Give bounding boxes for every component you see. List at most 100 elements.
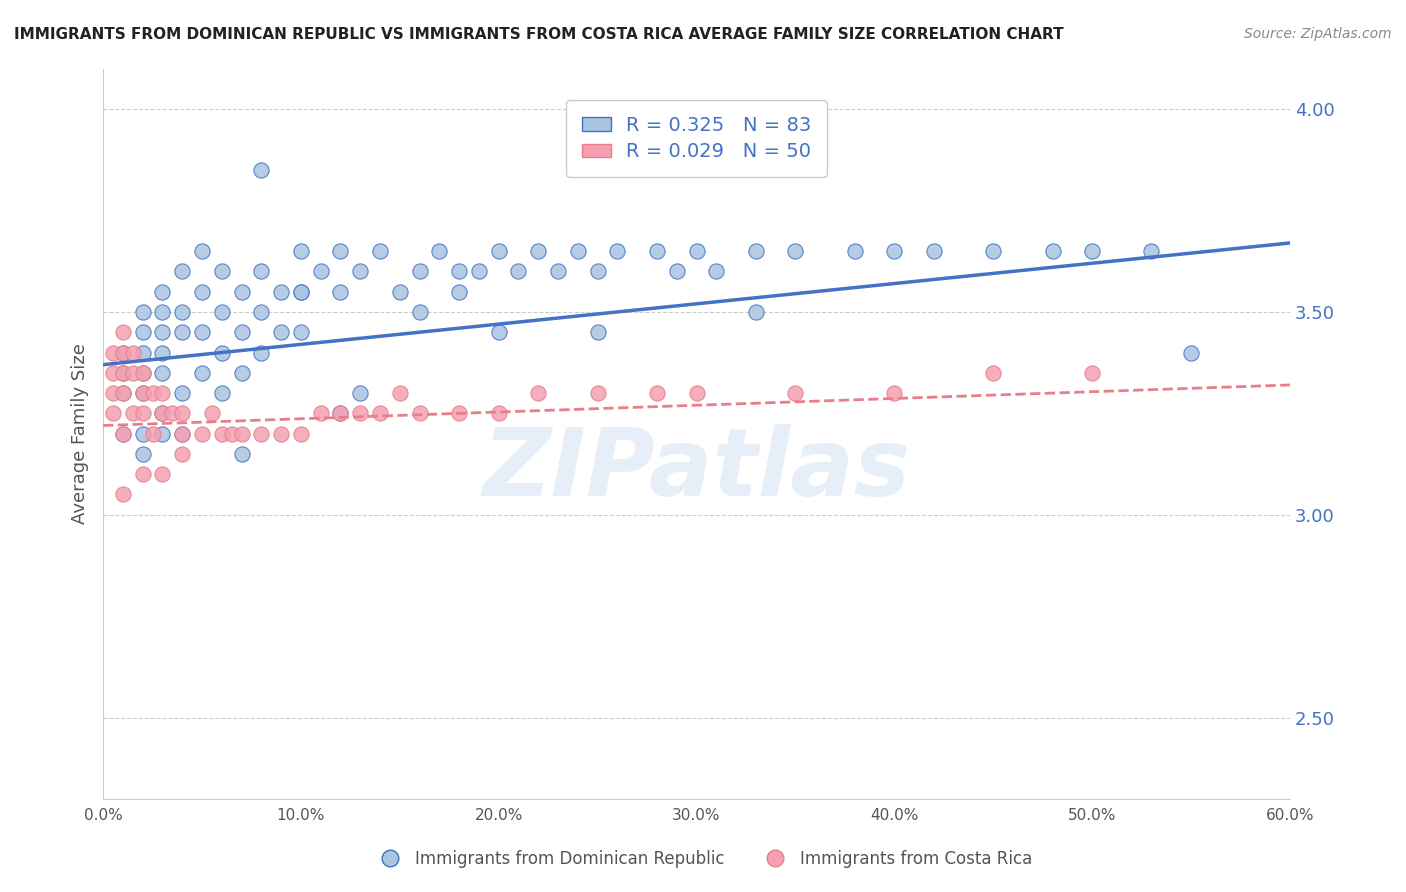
- Point: [685, 244, 707, 258]
- Point: [131, 366, 153, 380]
- Text: Source: ZipAtlas.com: Source: ZipAtlas.com: [1244, 27, 1392, 41]
- Point: [191, 426, 214, 441]
- Point: [704, 264, 727, 278]
- Point: [429, 244, 451, 258]
- Point: [785, 386, 807, 401]
- Point: [290, 325, 312, 339]
- Point: [121, 366, 143, 380]
- Point: [131, 467, 153, 482]
- Y-axis label: Average Family Size: Average Family Size: [72, 343, 89, 524]
- Point: [270, 285, 292, 299]
- Point: [645, 386, 668, 401]
- Point: [152, 285, 174, 299]
- Point: [329, 406, 352, 420]
- Point: [527, 386, 550, 401]
- Point: [191, 285, 214, 299]
- Point: [172, 325, 194, 339]
- Point: [231, 447, 253, 461]
- Point: [231, 285, 253, 299]
- Point: [221, 426, 243, 441]
- Point: [211, 345, 233, 359]
- Point: [111, 386, 134, 401]
- Point: [121, 345, 143, 359]
- Point: [1140, 244, 1163, 258]
- Point: [922, 244, 945, 258]
- Point: [645, 244, 668, 258]
- Point: [231, 366, 253, 380]
- Point: [131, 386, 153, 401]
- Point: [329, 285, 352, 299]
- Point: [152, 426, 174, 441]
- Point: [883, 244, 905, 258]
- Point: [111, 366, 134, 380]
- Point: [508, 264, 530, 278]
- Point: [449, 264, 471, 278]
- Point: [250, 264, 273, 278]
- Point: [131, 406, 153, 420]
- Point: [172, 264, 194, 278]
- Point: [270, 325, 292, 339]
- Point: [329, 406, 352, 420]
- Point: [152, 406, 174, 420]
- Point: [131, 305, 153, 319]
- Point: [527, 244, 550, 258]
- Point: [290, 285, 312, 299]
- Point: [111, 426, 134, 441]
- Point: [368, 244, 391, 258]
- Point: [111, 366, 134, 380]
- Point: [172, 386, 194, 401]
- Point: [152, 406, 174, 420]
- Legend: Immigrants from Dominican Republic, Immigrants from Costa Rica: Immigrants from Dominican Republic, Immi…: [367, 844, 1039, 875]
- Point: [231, 426, 253, 441]
- Text: ZIPatlas: ZIPatlas: [482, 425, 911, 516]
- Point: [211, 426, 233, 441]
- Point: [131, 325, 153, 339]
- Point: [121, 406, 143, 420]
- Point: [309, 406, 332, 420]
- Point: [152, 325, 174, 339]
- Point: [349, 386, 371, 401]
- Point: [685, 386, 707, 401]
- Point: [111, 345, 134, 359]
- Point: [1081, 366, 1104, 380]
- Point: [131, 426, 153, 441]
- Point: [201, 406, 224, 420]
- Point: [172, 305, 194, 319]
- Point: [131, 447, 153, 461]
- Point: [547, 264, 569, 278]
- Point: [1081, 244, 1104, 258]
- Point: [844, 244, 866, 258]
- Point: [567, 244, 589, 258]
- Point: [665, 264, 688, 278]
- Point: [101, 345, 124, 359]
- Point: [488, 406, 510, 420]
- Point: [211, 305, 233, 319]
- Point: [152, 467, 174, 482]
- Point: [408, 406, 430, 420]
- Point: [211, 264, 233, 278]
- Point: [111, 487, 134, 501]
- Point: [211, 386, 233, 401]
- Point: [191, 244, 214, 258]
- Point: [586, 386, 609, 401]
- Point: [408, 305, 430, 319]
- Point: [172, 447, 194, 461]
- Point: [1180, 345, 1202, 359]
- Point: [606, 244, 628, 258]
- Point: [785, 244, 807, 258]
- Text: IMMIGRANTS FROM DOMINICAN REPUBLIC VS IMMIGRANTS FROM COSTA RICA AVERAGE FAMILY : IMMIGRANTS FROM DOMINICAN REPUBLIC VS IM…: [14, 27, 1064, 42]
- Point: [408, 264, 430, 278]
- Point: [131, 366, 153, 380]
- Point: [142, 386, 165, 401]
- Point: [449, 285, 471, 299]
- Point: [745, 305, 768, 319]
- Point: [191, 325, 214, 339]
- Point: [250, 426, 273, 441]
- Point: [172, 426, 194, 441]
- Point: [488, 244, 510, 258]
- Point: [488, 325, 510, 339]
- Point: [388, 285, 411, 299]
- Point: [111, 325, 134, 339]
- Point: [111, 386, 134, 401]
- Point: [388, 386, 411, 401]
